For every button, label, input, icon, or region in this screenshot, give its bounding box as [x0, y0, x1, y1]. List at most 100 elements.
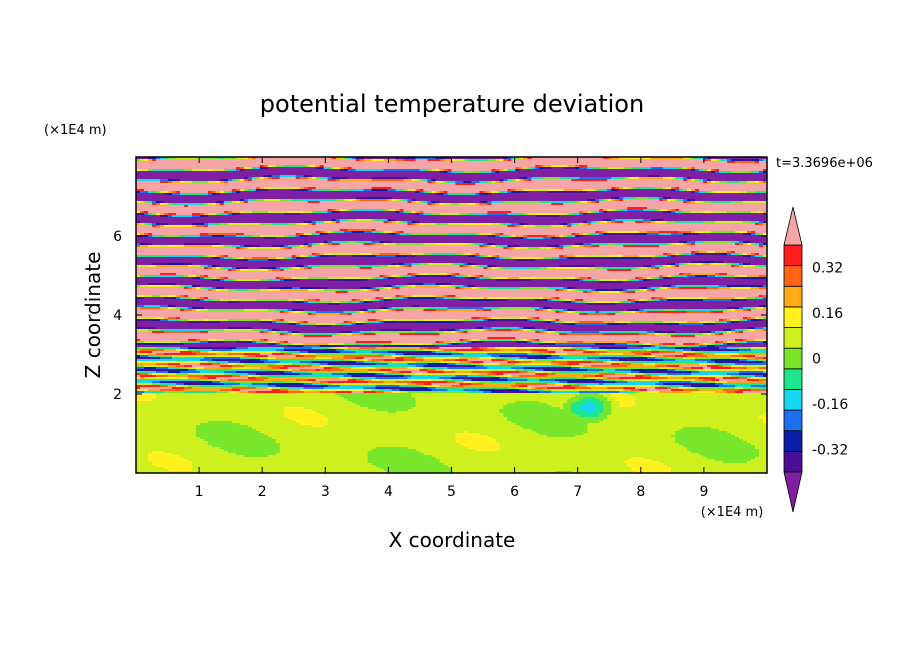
contour-cell-381 — [263, 187, 273, 190]
contour-cell-1824 — [575, 287, 640, 290]
contour-cell-3471 — [567, 381, 576, 384]
contour-cell-3456 — [327, 381, 369, 384]
contour-cell-3393 — [723, 377, 740, 380]
contour-cell-3568 — [139, 387, 173, 390]
contour-cell-2712 — [283, 347, 313, 350]
contour-cell-681 — [327, 209, 333, 212]
contour-cell-659 — [223, 203, 429, 206]
contour-cell-2971 — [279, 359, 321, 362]
contour-cell-1942 — [467, 297, 485, 300]
contour-cell-2820 — [583, 351, 596, 354]
contour-cell-654 — [203, 203, 209, 206]
contour-cell-1558 — [655, 267, 660, 270]
contour-cell-3115 — [371, 365, 409, 368]
contour-cell-674 — [136, 205, 185, 208]
contour-cell-1657 — [295, 277, 309, 280]
contour-cell-3281 — [255, 373, 269, 376]
contour-cell-3325 — [331, 375, 345, 378]
contour-cell-1756 — [383, 285, 389, 288]
contour-cell-3329 — [391, 375, 405, 378]
contour-cell-2272 — [547, 319, 552, 322]
x-tick-label-2: 2 — [258, 484, 267, 500]
contour-cell-1130 — [699, 241, 704, 244]
contour-cell-2335 — [719, 321, 724, 324]
contour-cell-3679 — [551, 391, 580, 394]
contour-cell-824 — [331, 219, 337, 222]
contour-cell-942 — [763, 223, 767, 226]
contour-cell-3586 — [435, 387, 445, 390]
contour-cell-2755 — [275, 349, 285, 352]
contour-cell-4027 — [671, 469, 767, 472]
contour-cell-793 — [439, 213, 461, 216]
contour-cell-304 — [339, 179, 373, 182]
contour-cell-2289 — [219, 321, 261, 324]
contour-cell-308 — [415, 179, 421, 182]
contour-cell-1479 — [399, 265, 405, 268]
contour-cell-3523 — [715, 383, 724, 386]
contour-cell-108 — [319, 165, 325, 168]
contour-cell-3913 — [747, 441, 767, 444]
contour-cell-2014 — [667, 299, 704, 302]
contour-cell-1146 — [311, 243, 317, 246]
contour-cell-1963 — [191, 299, 197, 302]
colorbar-tick-label-0: 0.32 — [812, 261, 843, 277]
contour-cell-1777 — [675, 285, 684, 288]
contour-cell-2402 — [275, 329, 281, 332]
contour-cell-3489 — [195, 383, 205, 386]
contour-cell-3645 — [683, 389, 700, 392]
contour-cell-2234 — [755, 317, 760, 320]
contour-cell-752 — [667, 211, 672, 214]
contour-cell-2563 — [539, 339, 736, 342]
contour-cell-2919 — [159, 357, 173, 360]
contour-cell-2403 — [279, 329, 381, 332]
contour-cell-1493 — [559, 265, 596, 268]
contour-cell-2775 — [583, 349, 588, 352]
contour-cell-152 — [599, 167, 608, 170]
contour-cell-3132 — [655, 365, 668, 368]
contour-cell-2236 — [763, 317, 767, 320]
contour-cell-1602 — [199, 275, 205, 278]
contour-cell-118 — [136, 167, 237, 170]
contour-cell-1330 — [307, 255, 313, 258]
contour-cell-279 — [631, 177, 640, 180]
x-tick-label-5: 5 — [447, 484, 456, 500]
contour-cell-2837 — [163, 353, 197, 356]
contour-cell-3570 — [183, 387, 193, 390]
contour-cell-241 — [647, 175, 660, 178]
contour-cell-95 — [759, 161, 767, 164]
contour-cell-1199 — [211, 245, 221, 248]
contour-cell-3914 — [136, 443, 209, 446]
contour-cell-1859 — [371, 289, 377, 292]
contour-cell-1380 — [239, 257, 245, 260]
contour-cell-1348 — [491, 255, 497, 258]
contour-cell-2179 — [363, 311, 369, 314]
contour-cell-3465 — [479, 381, 493, 384]
contour-cell-2297 — [291, 321, 297, 324]
contour-cell-3286 — [331, 373, 349, 376]
colorbar-min-arrow — [783, 471, 803, 513]
contour-cell-157 — [651, 167, 664, 170]
contour-cell-3815 — [599, 415, 608, 418]
contour-cell-983 — [383, 231, 389, 234]
contour-cell-663 — [439, 203, 445, 206]
contour-cell-1156 — [383, 243, 389, 246]
contour-cell-2691 — [647, 345, 652, 348]
contour-cell-25 — [395, 157, 409, 160]
contour-cell-2546 — [251, 339, 261, 342]
contour-cell-2579 — [251, 341, 257, 344]
contour-cell-1317 — [167, 255, 197, 258]
contour-cell-1098 — [571, 235, 576, 238]
contour-cell-2409 — [459, 329, 465, 332]
contour-cell-893 — [139, 223, 145, 226]
contour-cell-3411 — [347, 379, 357, 382]
contour-cell-2360 — [619, 323, 628, 326]
contour-cell-3217 — [615, 369, 632, 372]
contour-cell-130 — [323, 167, 329, 170]
contour-cell-3059 — [235, 363, 245, 366]
contour-cell-624 — [499, 201, 505, 204]
contour-cell-3408 — [295, 379, 309, 382]
contour-cell-1328 — [299, 255, 305, 258]
contour-cell-637 — [687, 201, 692, 204]
contour-cell-3818 — [136, 417, 289, 420]
contour-cell-1836 — [719, 287, 732, 290]
